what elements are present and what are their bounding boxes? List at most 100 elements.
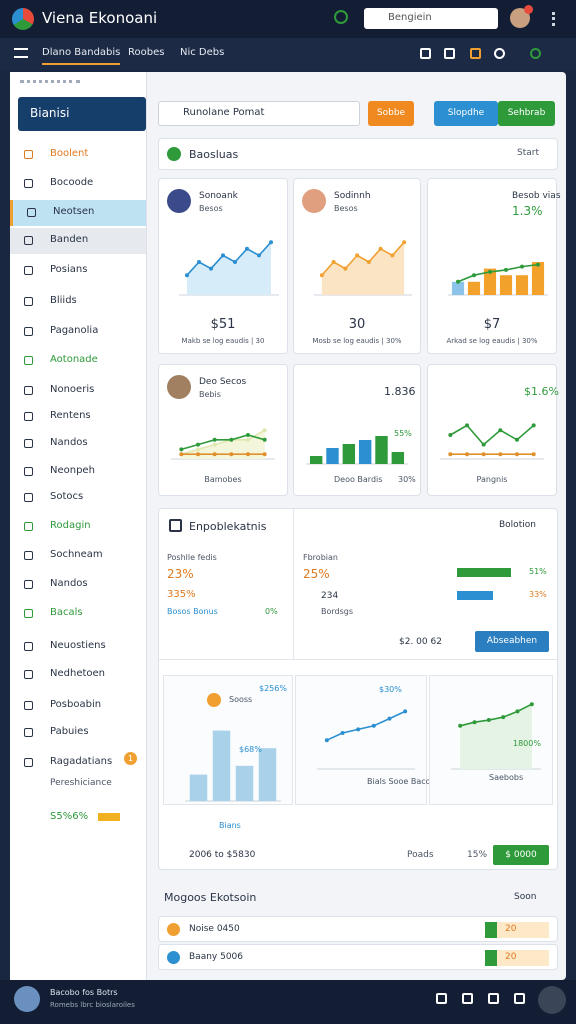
- nav-icon[interactable]: [444, 48, 455, 59]
- sidebar-item[interactable]: Neonpeh: [10, 459, 146, 485]
- left-v4: 0%: [265, 607, 278, 616]
- sidebar-item[interactable]: Pabuies: [10, 720, 146, 746]
- point: [196, 447, 200, 452]
- bar: [358, 440, 372, 464]
- row-label: Noise 0450: [189, 924, 240, 934]
- point: [319, 273, 324, 278]
- line: [186, 241, 272, 276]
- mini-chart: [448, 262, 548, 296]
- bar: [499, 275, 513, 295]
- point: [196, 442, 200, 447]
- panel-action[interactable]: Start: [517, 148, 539, 158]
- card: 1.836 55% Deoo Bardis 30%: [293, 364, 421, 496]
- mini-chart: [314, 240, 412, 296]
- sidebar-item[interactable]: Neuostiens: [10, 634, 146, 660]
- nav-icon[interactable]: [530, 48, 541, 59]
- search-box[interactable]: Bengiein: [364, 8, 498, 29]
- sidebar-item[interactable]: Nandos: [10, 431, 146, 457]
- sidebar-item[interactable]: Rodagin: [10, 514, 146, 540]
- mid-v1: 25%: [303, 567, 330, 581]
- footer-button[interactable]: $ 0000: [493, 845, 549, 865]
- sidebar-item[interactable]: Neotsen: [10, 200, 146, 226]
- sidebar-item[interactable]: Rentens: [10, 404, 146, 430]
- point: [331, 260, 336, 264]
- point: [501, 715, 506, 720]
- sidebar-item[interactable]: Boolent: [10, 142, 146, 168]
- action-button[interactable]: Abseabhen: [475, 631, 549, 652]
- sidebar-item[interactable]: Nandos: [10, 572, 146, 598]
- point: [245, 246, 249, 251]
- point: [371, 723, 376, 728]
- sidebar-item[interactable]: Nonoeris: [10, 378, 146, 404]
- sidebar-label: Posboabin: [50, 699, 102, 710]
- bottom-icon[interactable]: [488, 993, 499, 1004]
- sidebar-icon: [24, 356, 33, 365]
- card-value: 30: [348, 317, 366, 332]
- sidebar-icon: [24, 728, 33, 737]
- panel-checkbox[interactable]: [169, 519, 182, 532]
- panel-title: Baosluas: [189, 148, 239, 161]
- sidebar-item[interactable]: Bocoode: [10, 171, 146, 197]
- bottom-icon[interactable]: [514, 993, 525, 1004]
- mini-chart: [317, 709, 415, 770]
- close-button[interactable]: [538, 986, 566, 1014]
- card-name: 1.836: [384, 385, 416, 398]
- sidebar-header[interactable]: Bianisi: [18, 97, 146, 131]
- sidebar-label: Aotonade: [50, 354, 98, 365]
- panel-action[interactable]: Soon: [514, 892, 537, 902]
- card-sub: 55%: [394, 429, 412, 438]
- mini-chart: [171, 428, 275, 460]
- nav-tab[interactable]: Nic Debs: [180, 47, 225, 58]
- sidebar-item[interactable]: Aotonade: [10, 348, 146, 374]
- app-title: Viena Ekonoani: [42, 9, 158, 27]
- toolbar-button[interactable]: Slopdhe: [434, 101, 498, 126]
- toolbar-search[interactable]: Runolane Pomat: [158, 101, 360, 126]
- point: [456, 279, 460, 284]
- point: [458, 723, 463, 728]
- sidebar-item[interactable]: Sotocs: [10, 485, 146, 511]
- point: [486, 718, 491, 723]
- mini-chart: [440, 423, 544, 460]
- sidebar-label: Posians: [50, 264, 88, 275]
- panel-action[interactable]: Bolotion: [499, 520, 536, 530]
- bottom-icon[interactable]: [436, 993, 447, 1004]
- nav-tab[interactable]: Roobes: [128, 47, 165, 58]
- sidebar-item[interactable]: Nedhetoen: [10, 662, 146, 688]
- sidebar-badge: 1: [124, 752, 137, 765]
- status-icon: [334, 10, 348, 24]
- bar: [235, 765, 254, 801]
- mini-chart: [306, 436, 408, 465]
- sidebar-item[interactable]: Sochneam: [10, 543, 146, 569]
- menu-button[interactable]: [14, 48, 28, 58]
- sidebar-label: Bacals: [50, 607, 83, 618]
- nav-tab[interactable]: Dlano Bandabis: [42, 47, 121, 65]
- sidebar-item[interactable]: Ragadatians: [10, 750, 146, 776]
- panel-title: Mogoos Ekotsoin: [164, 891, 257, 904]
- bar: [457, 568, 511, 577]
- toolbar-button[interactable]: Sehbrab: [498, 101, 555, 126]
- sidebar-icon: [24, 297, 33, 306]
- area: [321, 242, 405, 295]
- sidebar-item[interactable]: Posians: [10, 258, 146, 284]
- nav-icon[interactable]: [494, 48, 505, 59]
- bottom-icon[interactable]: [462, 993, 473, 1004]
- point: [465, 452, 469, 457]
- toolbar-button[interactable]: Sobbe: [368, 101, 414, 126]
- sidebar-item[interactable]: Banden: [10, 228, 146, 254]
- sidebar-item[interactable]: Posboabin: [10, 693, 146, 719]
- card: Baany 5006 20: [158, 944, 558, 970]
- sidebar-label: Nandos: [50, 578, 88, 589]
- point: [529, 702, 534, 707]
- nav-icon[interactable]: [470, 48, 481, 59]
- nav-icon[interactable]: [420, 48, 431, 59]
- point: [515, 709, 520, 714]
- footer-text: 15%: [467, 850, 488, 860]
- sidebar-item[interactable]: Bliids: [10, 289, 146, 315]
- point: [246, 437, 250, 442]
- left-v1: 23%: [167, 567, 194, 581]
- point: [212, 452, 217, 457]
- sidebar-item[interactable]: Bacals: [10, 601, 146, 627]
- sidebar-item[interactable]: Paganolia: [10, 319, 146, 345]
- mini-chart: [451, 702, 541, 770]
